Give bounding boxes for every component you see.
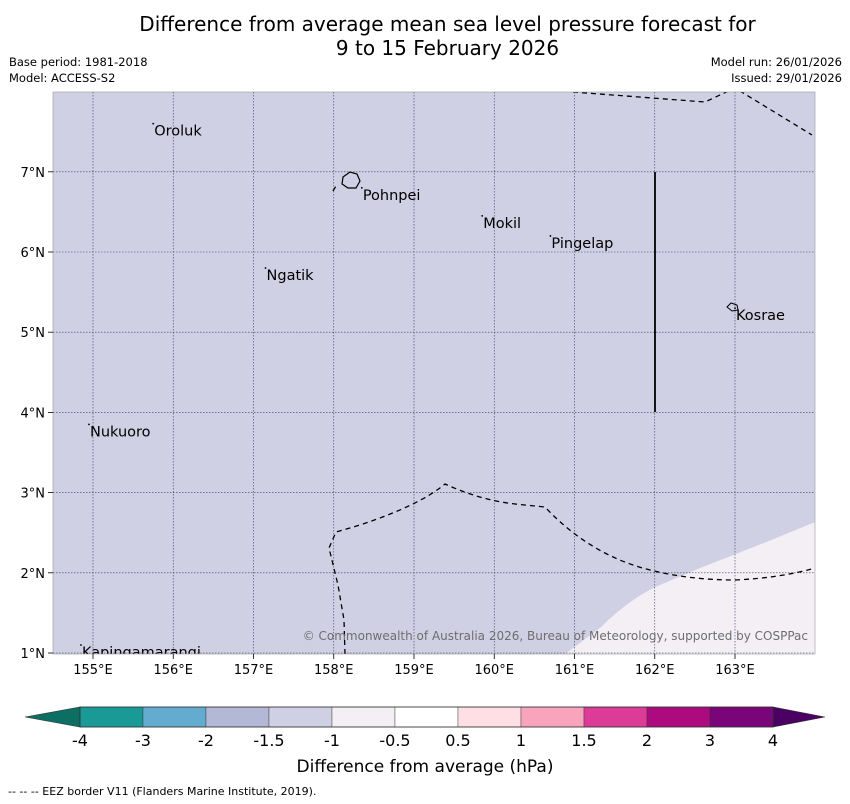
y-tick-label: 6°N — [21, 246, 46, 261]
colorbar-segment — [331, 706, 396, 728]
place-marker — [360, 186, 363, 189]
place-label: Oroluk — [154, 124, 202, 140]
colorbar: -4 -3 -2 -1.5 -1 -0.5 0.5 1 1.5 2 3 4 — [24, 706, 826, 750]
place-marker — [80, 644, 82, 646]
anomaly-fill-main — [53, 92, 815, 654]
base-period: Base period: 1981-2018 — [9, 55, 148, 69]
colorbar-tick-label: -2 — [198, 731, 214, 750]
island-pohnpei — [341, 171, 361, 189]
eez-borders — [328, 92, 815, 654]
place-label: Kosrae — [736, 308, 785, 324]
colorbar-segment — [268, 706, 333, 728]
title-line-2: 9 to 15 February 2026 — [335, 36, 560, 60]
place-label: Kapingamarangi — [82, 645, 201, 661]
place-marker — [152, 122, 155, 125]
colorbar-tick-label: 1 — [516, 731, 526, 750]
colorbar-tick-label: -3 — [135, 731, 151, 750]
x-tick-label: 156°E — [153, 663, 193, 678]
colorbar-segment — [520, 706, 585, 728]
x-tick-label: 159°E — [394, 663, 434, 678]
colorbar-segment — [646, 706, 711, 728]
meta-right: Model run: 26/01/2026 Issued: 29/01/2026 — [711, 54, 842, 86]
place-marker — [734, 307, 736, 310]
colorbar-frame — [79, 706, 774, 728]
colorbar-label: Difference from average (hPa) — [297, 757, 554, 777]
place-marker — [88, 423, 90, 426]
y-tick-label: 2°N — [21, 567, 46, 582]
map-frame — [52, 91, 816, 655]
place-label: Ngatik — [267, 268, 315, 284]
y-tick-label: 4°N — [21, 406, 46, 421]
x-tick-label: 155°E — [73, 663, 113, 678]
anomaly-fill-light — [565, 522, 815, 654]
x-tick-label: 157°E — [234, 663, 274, 678]
place-marker — [481, 215, 484, 217]
y-tick-label: 3°N — [21, 487, 46, 502]
colorbar-tick-label: 4 — [768, 731, 778, 750]
x-tick-label: 160°E — [474, 663, 514, 678]
copyright-text: © Commonwealth of Australia 2026, Bureau… — [303, 629, 808, 643]
place-label: Mokil — [483, 216, 521, 232]
colorbar-segment — [457, 706, 522, 728]
eez-footnote: -- -- -- EEZ border V11 (Flanders Marine… — [8, 785, 317, 798]
eez-border-south — [328, 483, 815, 654]
place-marker — [264, 267, 267, 269]
colorbar-tick-label: 0.5 — [445, 731, 470, 750]
x-tick-label: 162°E — [635, 663, 675, 678]
colorbar-segment — [205, 706, 270, 728]
place-label: Nukuoro — [90, 424, 151, 440]
eez-border-pohnpei — [332, 185, 337, 192]
colorbar-segment — [142, 706, 207, 728]
x-axis-ticks: 155°E 156°E 157°E 158°E 159°E 160°E 161°E 162°E… — [73, 654, 755, 678]
title-line-1: Difference from average mean sea level p… — [139, 12, 756, 36]
colorbar-tick-label: -4 — [72, 731, 88, 750]
colorbar-tick-label: -1.5 — [253, 731, 284, 750]
colorbar-segment — [394, 706, 459, 728]
meta-left: Base period: 1981-2018 Model: ACCESS-S2 — [9, 54, 148, 86]
colorbar-segment — [709, 706, 774, 728]
y-tick-label: 5°N — [21, 326, 46, 341]
colorbar-tick-label: -0.5 — [379, 731, 410, 750]
chart-title: Difference from average mean sea level p… — [0, 12, 850, 60]
map-area: Oroluk Pohnpei Mokil Pingelap Ngatik Kosrae Nu… — [53, 92, 815, 661]
colorbar-tick-label: 1.5 — [571, 731, 596, 750]
issued-date: Issued: 29/01/2026 — [731, 71, 842, 85]
place-label: Pingelap — [551, 236, 613, 252]
x-tick-label: 163°E — [715, 663, 755, 678]
colorbar-segment — [79, 706, 144, 728]
model-name: Model: ACCESS-S2 — [9, 71, 116, 85]
place-marker — [549, 235, 552, 237]
eez-border-north — [572, 92, 813, 136]
y-tick-label: 1°N — [21, 647, 46, 662]
place-labels: Oroluk Pohnpei Mokil Pingelap Ngatik Kosrae Nu… — [80, 122, 785, 661]
colorbar-high-extension — [772, 706, 826, 728]
model-run: Model run: 26/01/2026 — [710, 55, 842, 69]
colorbar-tick-label: -1 — [324, 731, 340, 750]
colorbar-tick-label: 2 — [642, 731, 652, 750]
place-label: Pohnpei — [363, 188, 421, 204]
x-tick-label: 158°E — [314, 663, 354, 678]
y-axis-ticks: 1°N 2°N 3°N 4°N 5°N 6°N 7°N — [21, 166, 53, 662]
island-kosrae — [726, 302, 739, 312]
y-tick-label: 7°N — [21, 166, 46, 181]
colorbar-segment — [583, 706, 648, 728]
x-tick-label: 161°E — [555, 663, 595, 678]
colorbar-low-extension — [24, 706, 81, 728]
colorbar-tick-label: 3 — [705, 731, 715, 750]
